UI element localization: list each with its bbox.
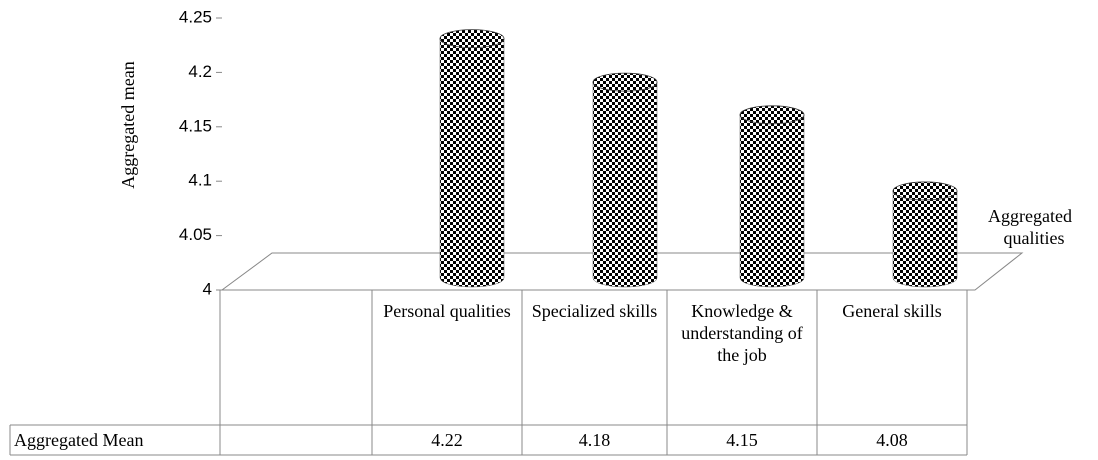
bar	[892, 181, 958, 288]
y-tick-label: 4	[203, 279, 212, 298]
table-value: 4.08	[876, 430, 908, 450]
bar-body	[592, 81, 658, 288]
table-value: 4.18	[578, 430, 611, 450]
category-label: General skills	[842, 301, 942, 321]
legend-label: Aggregated qualities	[988, 206, 1072, 248]
y-axis-title: Aggregated mean	[118, 61, 138, 188]
table-value: 4.22	[431, 430, 463, 450]
y-tick-label: 4.2	[188, 62, 212, 81]
table-value: 4.15	[726, 430, 758, 450]
y-tick-label: 4.25	[179, 7, 212, 26]
bar-body	[739, 114, 805, 288]
category-label: Personal qualities	[383, 301, 511, 321]
category-label: Personal qualities	[383, 301, 511, 321]
y-tick-label: 4.05	[179, 225, 212, 244]
y-tick-label: 4.15	[179, 116, 212, 135]
table-row-label: Aggregated Mean	[14, 430, 144, 450]
bar-top	[739, 105, 805, 125]
bar	[439, 29, 505, 288]
bar-top	[892, 181, 958, 201]
bar-top	[439, 29, 505, 49]
table-value: 4.22	[431, 430, 463, 450]
category-label: Knowledge & understanding of the job	[681, 301, 803, 365]
category-label: Knowledge & understanding of the job	[681, 301, 803, 365]
bar	[739, 105, 805, 288]
table-value: 4.08	[876, 430, 908, 450]
table-value: 4.15	[726, 430, 758, 450]
category-label: Specialized skills	[531, 301, 658, 321]
table-value: 4.18	[578, 430, 611, 450]
bar-body	[439, 38, 505, 288]
category-label: General skills	[842, 301, 942, 321]
category-label: Specialized skills	[531, 301, 658, 321]
y-tick-label: 4.1	[188, 171, 212, 190]
bar-top	[592, 72, 658, 92]
table-row-label: Aggregated Mean	[14, 430, 144, 450]
bar	[592, 72, 658, 288]
bar-body	[892, 190, 958, 288]
